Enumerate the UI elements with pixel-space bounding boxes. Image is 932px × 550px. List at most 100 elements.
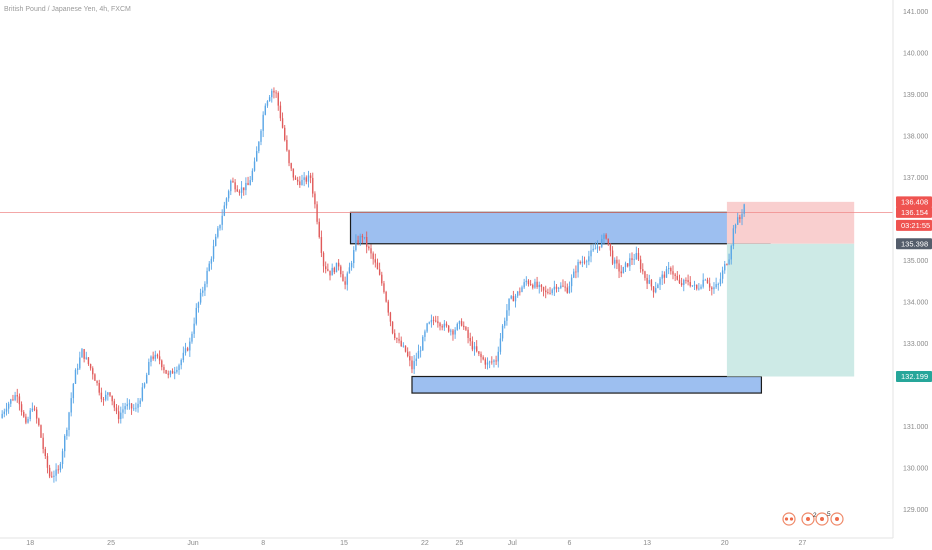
candle-body [238,191,241,193]
candle-body [529,284,532,285]
candle [674,272,676,282]
candle [3,408,6,418]
candle [404,345,407,353]
candle-body [249,180,251,186]
event-icon-right[interactable] [830,512,844,526]
candle [208,261,210,272]
time-axis[interactable]: 18 25 Jun 8 15 22 25 Jul 6 13 20 27 [26,540,806,547]
candle [639,255,642,273]
zone-target-3[interactable] [726,243,855,377]
candle [288,149,290,167]
candle-body [629,258,631,267]
candle-body [510,296,512,299]
candle [51,471,53,478]
candle [478,351,480,357]
candle [133,404,135,412]
candle [637,248,640,261]
candle-body [463,325,465,328]
candle-body [23,411,25,417]
candle [100,387,103,403]
candle [430,314,433,328]
candle [601,234,603,249]
candle [327,263,329,272]
candle-body [549,292,551,294]
candle [70,392,72,417]
candle [365,231,368,254]
candle-body [40,425,42,438]
candle-body [486,362,489,365]
candle-body [437,321,439,324]
price-tag-red: 136.408 [896,196,932,208]
candle [154,350,157,362]
candle-body [104,394,107,400]
flag-icon-left[interactable] [782,512,796,526]
event-icon-middle[interactable] [815,512,829,526]
price-axis[interactable]: 141.000 140.000 139.000 138.000 137.000 135.0… [903,9,928,514]
candle [253,157,256,172]
candle [605,233,607,240]
candle [361,233,364,244]
candle-body [357,240,359,244]
candle-body [639,259,642,270]
candle [422,335,424,351]
candle-body [268,97,271,102]
candle [545,285,547,299]
candle [428,321,430,325]
candle [340,264,342,278]
candle-body [562,285,564,287]
candle-body [16,395,18,397]
candle-body [680,283,683,286]
candle-body [743,204,745,214]
candle-body [655,288,657,293]
candle-body [305,177,307,182]
candle-body [512,296,515,302]
candle-body [428,322,430,324]
candle-body [469,338,471,342]
candle [206,267,208,288]
candle-body [605,234,607,239]
candle [374,253,377,268]
candle-body [724,264,726,271]
candle [659,276,661,290]
candle [331,263,333,276]
candle-body [499,338,502,352]
candle-body [128,403,131,405]
candle-body [488,361,491,363]
candle-body [441,326,443,328]
candle [642,263,644,275]
candle [325,261,327,274]
candle [702,273,704,289]
candle [236,185,238,193]
candle-body [527,280,530,285]
candle [171,368,174,374]
candle [592,243,594,252]
candle [557,286,560,293]
candle-body [225,198,228,206]
candle-body [145,374,148,384]
zone-stop-2[interactable] [726,201,855,244]
candle [322,251,325,273]
candle [156,353,159,359]
candle-body [48,467,51,477]
candle-body [618,263,620,272]
zone-zone-0[interactable] [349,211,771,245]
candle [706,277,709,284]
candle-body [135,407,137,409]
candle [25,413,27,425]
candle [299,176,301,188]
candle [130,403,133,415]
candle-body [350,263,353,268]
event-icon-left[interactable] [801,512,815,526]
candle [46,453,49,474]
candle-body [83,349,85,359]
candle [169,370,172,378]
candle-body [20,404,23,412]
candle-body [340,266,342,275]
candle-body [236,189,238,192]
zone-zone-1[interactable] [411,375,763,394]
candle-body [689,282,691,286]
candle-body [262,114,264,131]
candle-body [566,287,568,293]
